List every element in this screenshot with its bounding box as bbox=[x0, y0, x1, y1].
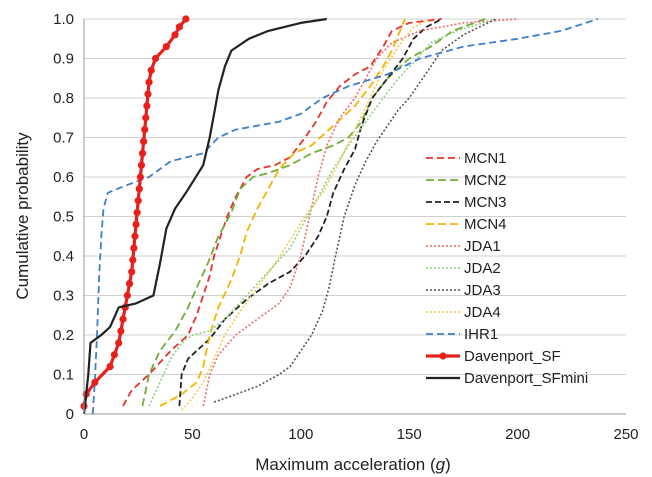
series-line-mcn1 bbox=[122, 18, 442, 407]
legend-label-jda4: JDA4 bbox=[464, 304, 501, 321]
axes bbox=[83, 19, 626, 415]
data-point-davenport-sf bbox=[138, 149, 147, 157]
legend: MCN1 MCN2 MCN3 MCN4 JDA1 JDA2 JDA3 JDA4 IHR1 Dave… bbox=[426, 150, 588, 387]
x-tick-label: 0 bbox=[80, 426, 88, 443]
data-point-davenport-sf bbox=[147, 66, 155, 74]
x-axis-label-prefix: Maximum acceleration ( bbox=[255, 455, 436, 474]
series-line-davenport-sf bbox=[82, 17, 188, 407]
data-point-davenport-sf bbox=[110, 351, 118, 359]
legend-marker-davenport-sf bbox=[439, 352, 447, 360]
y-tick-labels: 0 0.1 0.2 0.3 0.4 0.5 0.6 0.7 0.8 0.9 1.0 bbox=[53, 11, 74, 423]
series-line-mcn3 bbox=[178, 18, 443, 407]
data-point-davenport-sf bbox=[142, 114, 150, 122]
data-point-davenport-sf bbox=[131, 232, 139, 240]
data-point-davenport-sf bbox=[144, 90, 152, 98]
data-point-davenport-sf bbox=[115, 339, 123, 347]
legend-label-davenport-sfmini: Davenport_SFmini bbox=[464, 370, 588, 387]
y-tick-label: 1.0 bbox=[53, 11, 74, 28]
series-line-mcn2 bbox=[141, 18, 486, 407]
data-point-davenport-sf bbox=[137, 161, 146, 169]
y-tick-label: 0.6 bbox=[53, 169, 74, 186]
legend-label-davenport-sf: Davenport_SF bbox=[464, 348, 561, 365]
x-axis-label-suffix: ) bbox=[445, 455, 451, 474]
data-point-davenport-sf bbox=[117, 327, 125, 335]
y-tick-label: 0 bbox=[66, 406, 74, 423]
data-point-davenport-sf bbox=[141, 126, 149, 134]
data-point-davenport-sf bbox=[140, 137, 148, 146]
data-point-davenport-sf bbox=[162, 43, 170, 51]
data-point-davenport-sf bbox=[134, 197, 142, 205]
y-axis-label: Cumulative probability bbox=[13, 132, 32, 300]
x-tick-labels: 0 50 100 150 200 250 bbox=[80, 426, 639, 443]
series-line-davenport-sfmini bbox=[82, 17, 327, 415]
y-tick-label: 0.9 bbox=[53, 51, 74, 68]
legend-label-mcn3: MCN3 bbox=[464, 194, 507, 211]
legend-label-mcn1: MCN1 bbox=[464, 150, 507, 167]
data-point-davenport-sf bbox=[136, 173, 144, 181]
legend-label-mcn2: MCN2 bbox=[464, 172, 507, 189]
y-tick-label: 0.8 bbox=[53, 90, 74, 107]
series-line-mcn4 bbox=[159, 18, 406, 407]
data-point-davenport-sf bbox=[145, 78, 153, 86]
x-tick-label: 50 bbox=[184, 426, 201, 443]
data-point-davenport-sf bbox=[171, 31, 179, 39]
legend-label-jda1: JDA1 bbox=[464, 238, 501, 255]
x-axis-label-unit: g bbox=[436, 455, 446, 474]
legend-label-ihr1: IHR1 bbox=[464, 326, 498, 343]
data-point-davenport-sf bbox=[106, 363, 114, 371]
data-point-davenport-sf bbox=[175, 23, 183, 31]
y-tick-label: 0.4 bbox=[53, 248, 74, 265]
data-point-davenport-sf bbox=[128, 268, 136, 276]
legend-label-jda3: JDA3 bbox=[464, 282, 501, 299]
data-point-davenport-sf bbox=[151, 54, 160, 63]
y-tick-label: 0.3 bbox=[53, 288, 74, 305]
series-line-jda4 bbox=[181, 18, 432, 411]
data-point-davenport-sf bbox=[143, 102, 151, 110]
x-tick-label: 150 bbox=[397, 426, 422, 443]
y-tick-label: 0.7 bbox=[53, 130, 74, 147]
x-axis-label: Maximum acceleration (g) bbox=[255, 455, 451, 474]
legend-label-mcn4: MCN4 bbox=[464, 216, 507, 233]
y-tick-label: 0.2 bbox=[53, 327, 74, 344]
x-tick-label: 250 bbox=[613, 426, 638, 443]
y-tick-label: 0.1 bbox=[53, 367, 74, 384]
data-point-davenport-sf bbox=[132, 220, 140, 228]
data-point-davenport-sf bbox=[135, 185, 143, 193]
grid-lines bbox=[84, 18, 626, 375]
data-point-davenport-sf bbox=[129, 256, 137, 264]
data-point-davenport-sf bbox=[91, 378, 99, 386]
y-tick-label: 0.5 bbox=[53, 209, 74, 226]
data-point-davenport-sf bbox=[119, 315, 127, 323]
legend-label-jda2: JDA2 bbox=[464, 260, 501, 277]
x-tick-label: 200 bbox=[505, 426, 530, 443]
x-tick-label: 100 bbox=[288, 426, 313, 443]
data-point-davenport-sf bbox=[133, 208, 141, 217]
data-point-davenport-sf bbox=[130, 244, 138, 252]
data-point-davenport-sf bbox=[125, 280, 134, 288]
series-lines bbox=[80, 15, 599, 415]
series-line-jda3 bbox=[213, 18, 497, 403]
data-point-davenport-sf bbox=[123, 291, 131, 300]
data-point-davenport-sf bbox=[182, 15, 190, 23]
series-line-jda1 bbox=[202, 18, 518, 407]
